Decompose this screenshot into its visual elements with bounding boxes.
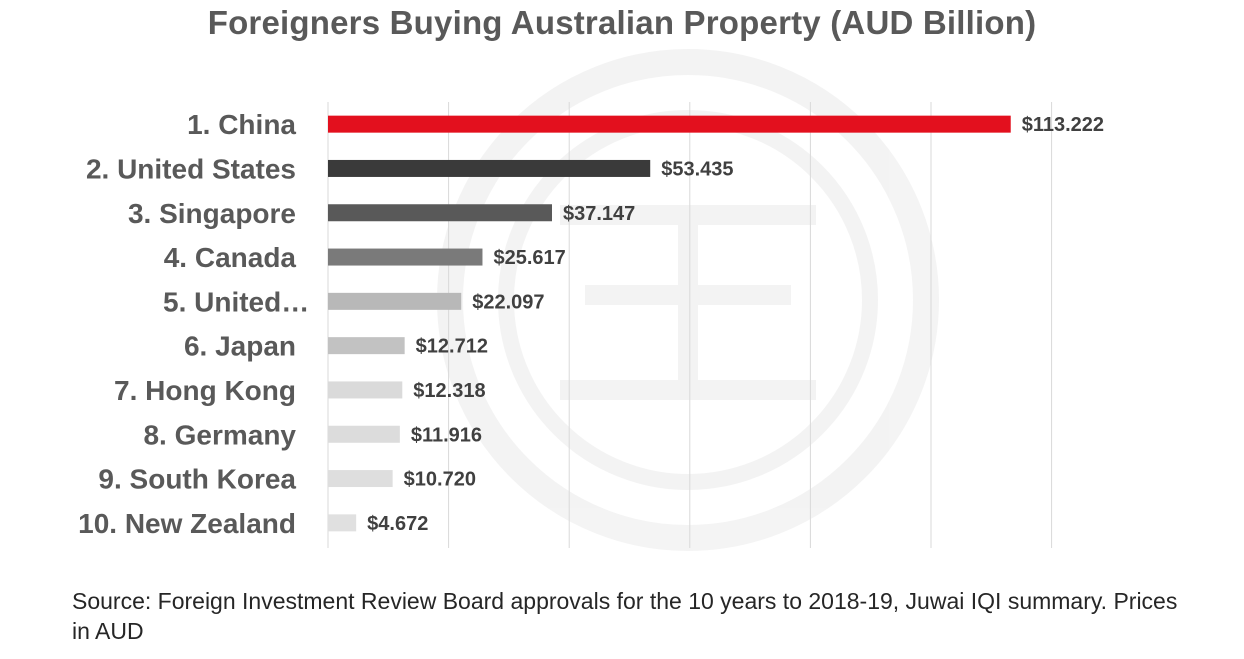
category-labels: 1. China 2. United States 3. Singapore 4. C… — [78, 109, 309, 539]
value-label: $22.097 — [472, 291, 544, 313]
value-label: $12.712 — [416, 336, 488, 358]
bar — [328, 159, 651, 177]
bar — [328, 425, 400, 443]
value-label: $37.147 — [563, 203, 635, 225]
bar — [328, 204, 552, 222]
value-label: $25.617 — [493, 247, 565, 269]
bar — [328, 337, 405, 355]
value-label: $11.916 — [411, 424, 482, 446]
value-label: $4.672 — [367, 513, 428, 535]
category-label: 3. Singapore — [128, 198, 296, 229]
category-label: 2. United States — [86, 153, 296, 184]
bar — [328, 248, 483, 266]
category-label: 5. United… — [163, 286, 309, 317]
category-label: 4. Canada — [164, 242, 297, 273]
bar — [328, 514, 357, 532]
category-label: 7. Hong Kong — [114, 375, 296, 406]
value-label: $12.318 — [413, 380, 485, 402]
bar — [328, 381, 403, 399]
bar — [328, 470, 393, 488]
value-label: $113.222 — [1022, 114, 1104, 136]
category-label: 1. China — [187, 109, 296, 140]
value-labels: $113.222 $53.435 $37.147 $25.617 $22.097 $12.… — [367, 114, 1104, 535]
bars — [328, 115, 1011, 532]
value-label: $53.435 — [661, 158, 733, 180]
bar — [328, 115, 1011, 133]
bar — [328, 292, 462, 310]
category-label: 6. Japan — [184, 331, 296, 362]
chart-title: Foreigners Buying Australian Property (A… — [207, 4, 1037, 41]
value-label: $10.720 — [404, 469, 476, 491]
category-label: 10. New Zealand — [78, 508, 296, 539]
category-label: 8. Germany — [143, 419, 296, 450]
category-label: 9. South Korea — [98, 464, 296, 495]
source-note: Source: Foreign Investment Review Board … — [72, 588, 1178, 644]
